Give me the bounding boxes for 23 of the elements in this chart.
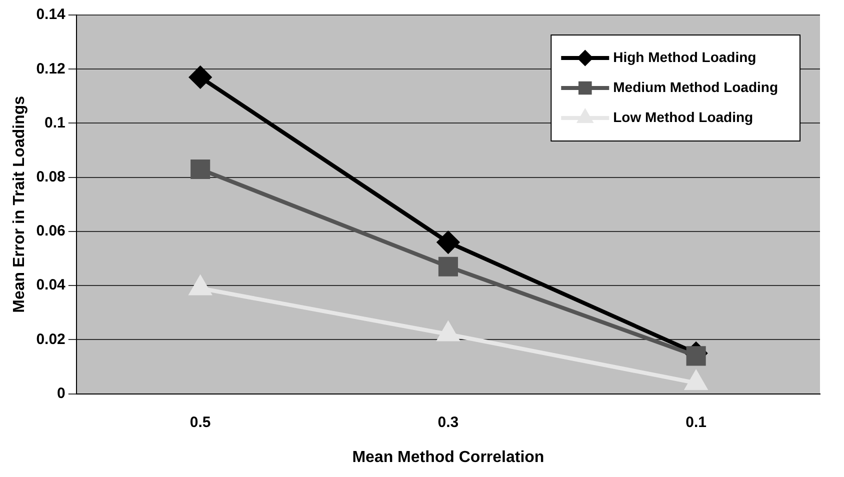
point [437,231,460,254]
y-tick-label: 0.04 [36,276,66,294]
legend-label: Low Method Loading [613,108,754,125]
y-tick-label: 0.06 [36,222,66,240]
point [438,322,459,342]
point [190,276,211,296]
legend-label: High Method Loading [613,48,756,65]
y-tick-label: 0.08 [36,168,66,186]
point [438,256,458,276]
x-tick-label: 0.3 [438,414,459,431]
y-axis-title: Mean Error in Trait Loadings [11,96,28,313]
y-tick-label: 0 [57,384,66,402]
legend-label: Medium Method Loading [613,78,778,95]
point [685,370,707,390]
point [189,66,212,88]
x-tick-label: 0.5 [190,414,211,431]
y-tick-label: 0.12 [36,60,66,78]
x-tick-label: 0.1 [686,414,706,431]
y-tick-label: 0.1 [44,114,66,132]
point [190,159,210,180]
x-axis-title: Mean Method Correlation [352,448,544,466]
y-tick-label: 0.02 [36,330,66,348]
y-tick-label: 0.14 [36,6,66,24]
